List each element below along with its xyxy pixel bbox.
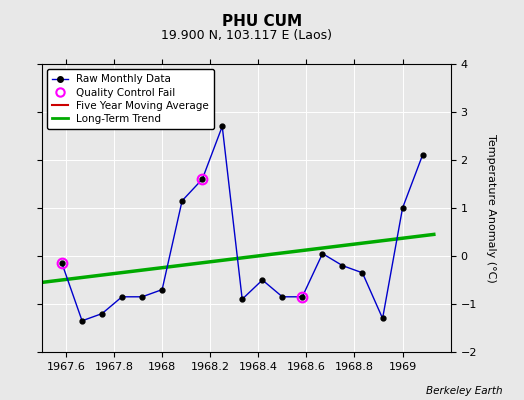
Y-axis label: Temperature Anomaly (°C): Temperature Anomaly (°C) <box>486 134 496 282</box>
Text: PHU CUM: PHU CUM <box>222 14 302 29</box>
Title: 19.900 N, 103.117 E (Laos): 19.900 N, 103.117 E (Laos) <box>161 29 332 42</box>
Text: Berkeley Earth: Berkeley Earth <box>427 386 503 396</box>
Legend: Raw Monthly Data, Quality Control Fail, Five Year Moving Average, Long-Term Tren: Raw Monthly Data, Quality Control Fail, … <box>47 69 214 129</box>
